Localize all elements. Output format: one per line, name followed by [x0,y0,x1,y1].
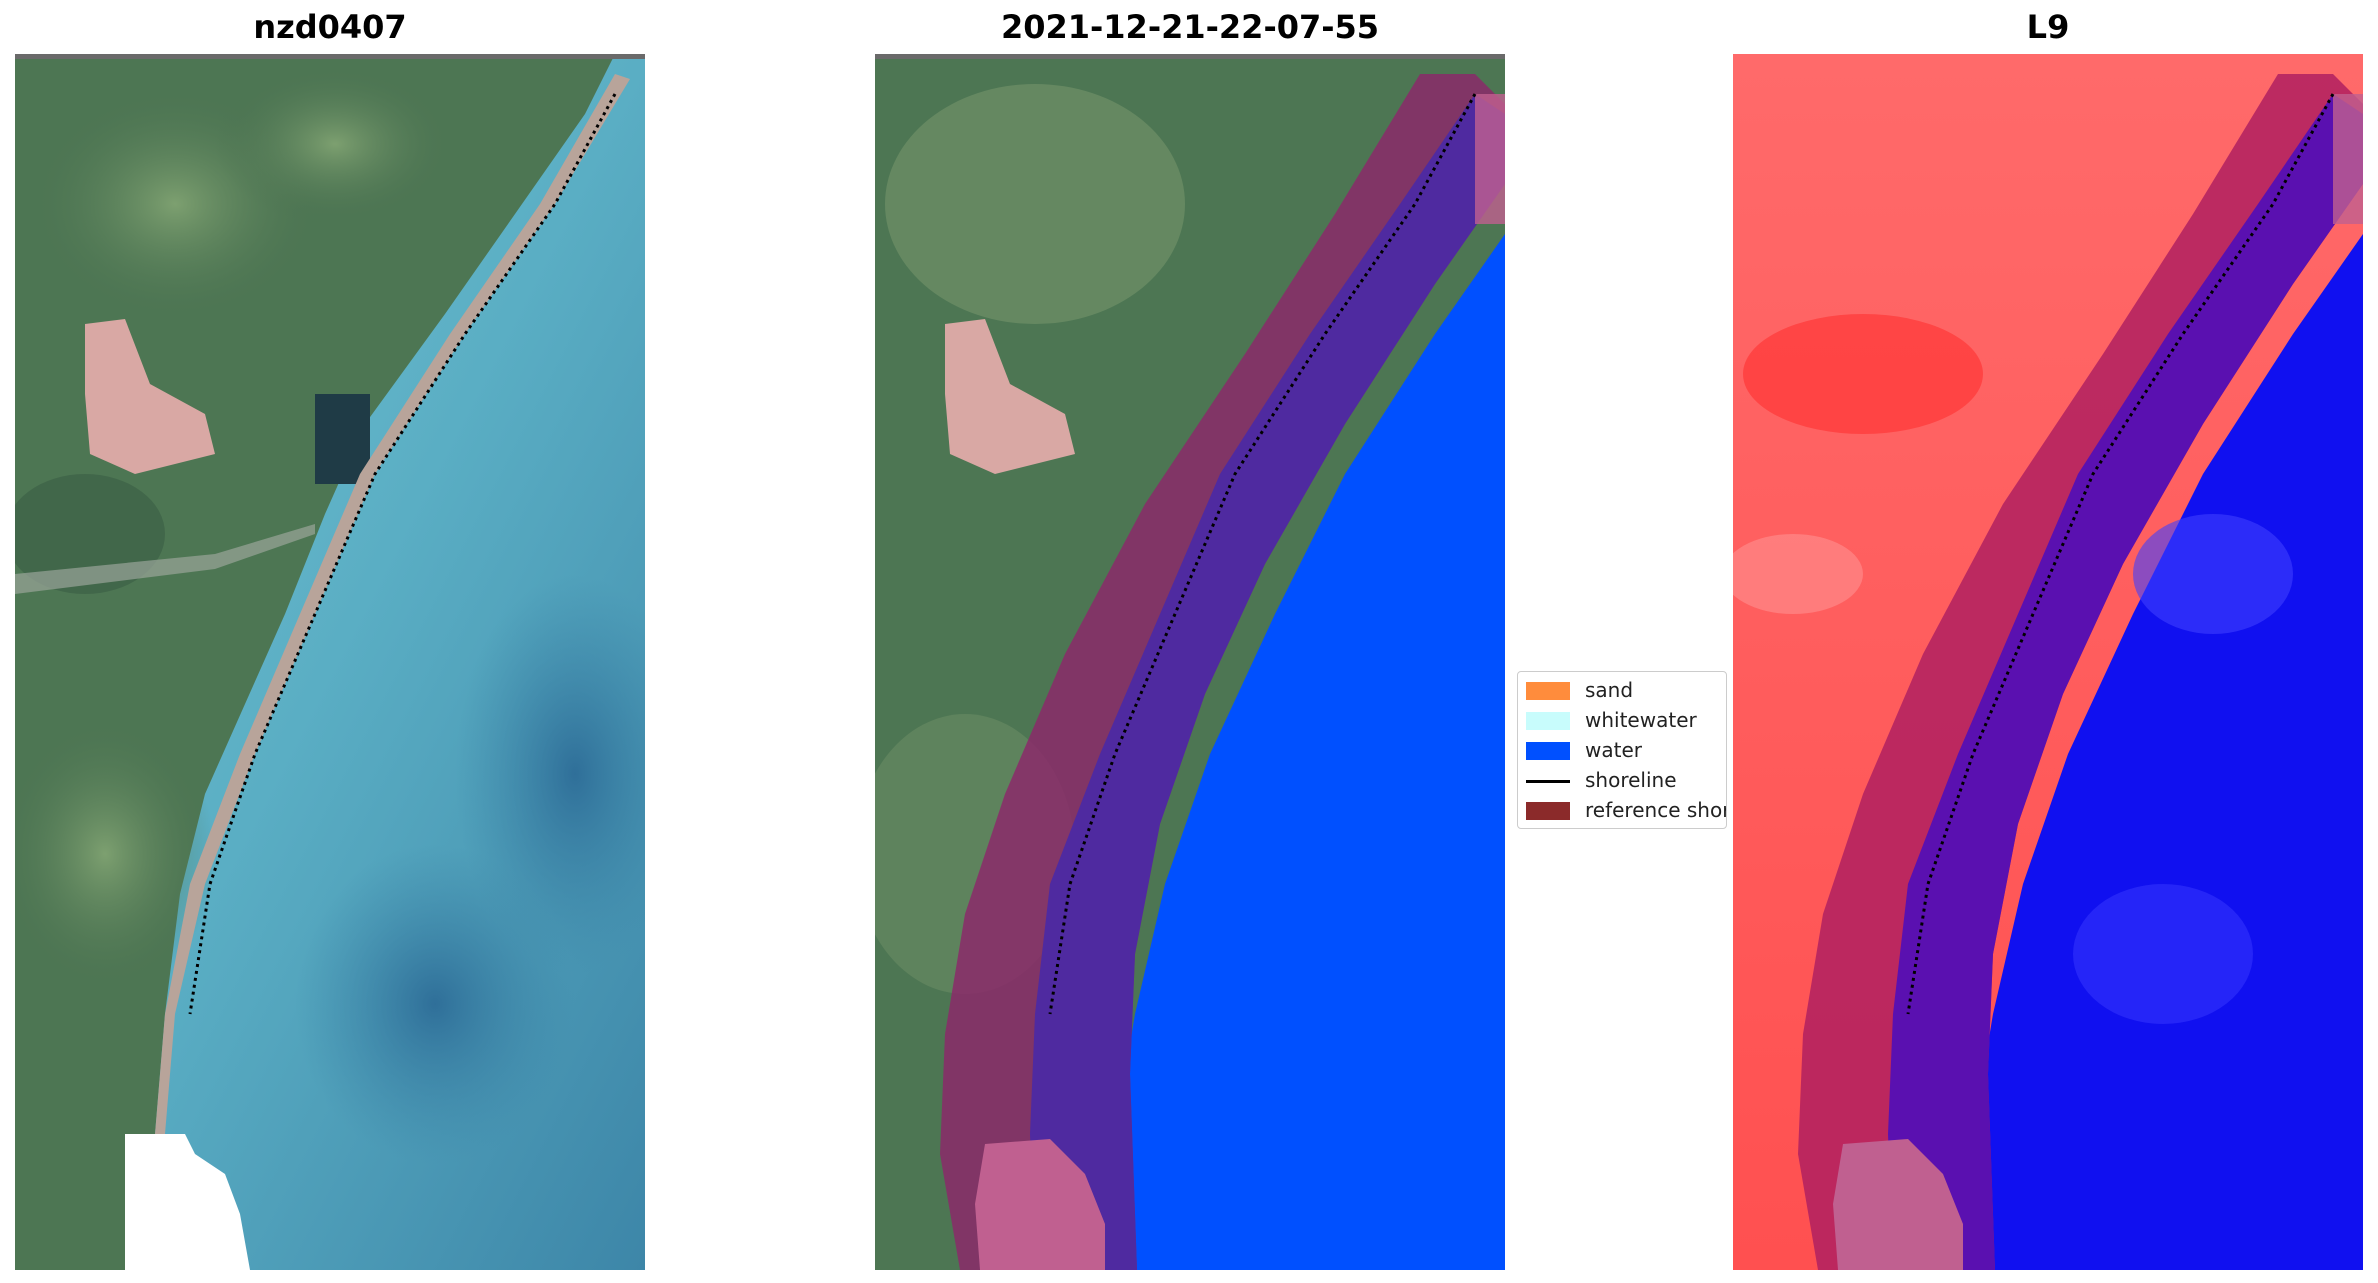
reference-shoreline-swatch [1526,802,1570,820]
legend-item-whitewater: whitewater [1518,706,1726,736]
legend-label-shoreline: shoreline [1585,768,1677,792]
sand-swatch [1526,682,1570,700]
index-image [1733,54,2363,1270]
classification-legend: sand whitewater water shoreline referenc… [1517,671,1727,829]
classified-image [875,54,1505,1270]
water-swatch [1526,742,1570,760]
legend-item-shoreline: shoreline [1518,766,1726,796]
rgb-satellite-image [15,54,645,1270]
panel-title-rgb: nzd0407 [253,8,407,46]
legend-label-water: water [1585,738,1642,762]
panel-title-classified: 2021-12-21-22-07-55 [1000,8,1380,46]
whitewater-swatch [1526,712,1570,730]
shoreline-line-swatch [1526,780,1570,783]
legend-item-water: water [1518,736,1726,766]
panel-title-index: L9 [2026,8,2070,46]
legend-label-whitewater: whitewater [1585,708,1697,732]
legend-item-reference-shoreline: reference shoreline buffer [1518,796,1727,826]
legend-label-reference-shoreline: reference shoreline buffer [1585,798,1727,822]
legend-label-sand: sand [1585,678,1634,702]
legend-item-sand: sand [1518,676,1726,706]
